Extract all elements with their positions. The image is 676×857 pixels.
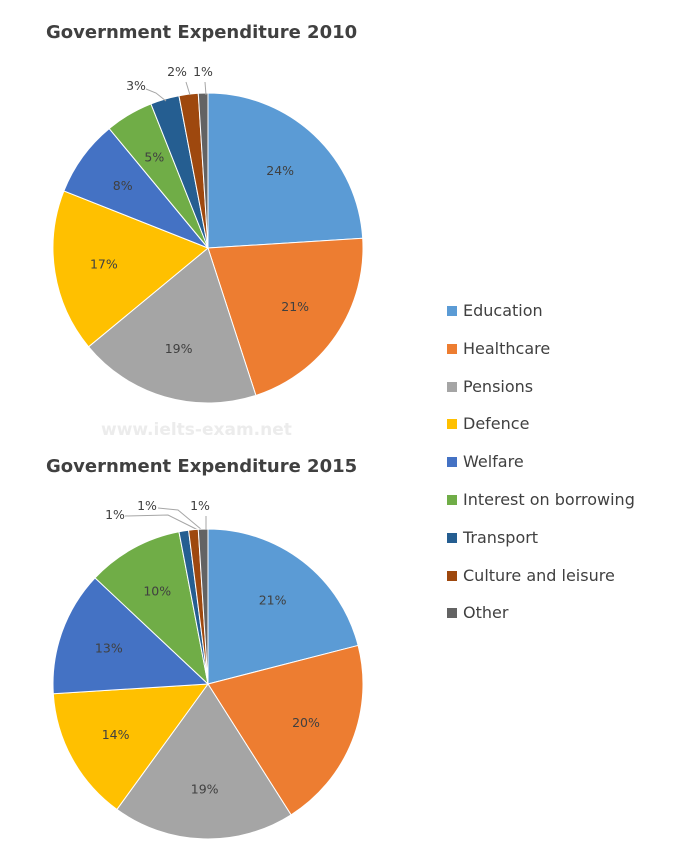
pie-chart-2015: 21% 20% 19% 14% 13% 10% 1% 1% 1% — [52, 498, 364, 840]
data-label-2010-welfare: 8% — [113, 178, 133, 193]
watermark-text: www.ielts-exam.net — [101, 420, 292, 440]
pie-slice-2010-healthcare — [207, 237, 364, 397]
legend-label-pensions: Pensions — [463, 376, 534, 396]
legend-label-interest-on-borrowing: Interest on borrowing — [463, 489, 635, 509]
data-label-2010-culture-and-leisure: 2% — [167, 64, 187, 79]
chart-title-2010: Government Expenditure 2010 — [46, 22, 358, 43]
data-label-2015-pensions: 19% — [191, 781, 219, 796]
legend-item-interest-on-borrowing: Interest on borrowing — [447, 489, 635, 527]
legend-swatch-pensions — [447, 381, 457, 392]
legend-swatch-other — [447, 608, 457, 619]
legend-item-education: Education — [447, 300, 635, 338]
pie-slice-2015-defence — [52, 683, 210, 811]
pie-slice-2010-pensions — [87, 247, 257, 404]
legend-label-education: Education — [463, 301, 543, 320]
data-label-2015-education: 21% — [259, 593, 287, 608]
legend-label-healthcare: Healthcare — [463, 338, 551, 358]
legend-item-healthcare: Healthcare — [447, 338, 635, 376]
legend-swatch-interest-on-borrowing — [447, 494, 457, 505]
legend-item-transport: Transport — [447, 527, 635, 565]
legend-label-transport: Transport — [463, 527, 539, 547]
data-label-2010-defence: 17% — [90, 256, 118, 271]
chart-title-2015: Government Expenditure 2015 — [46, 456, 358, 477]
pie-chart-2010: 24% 21% 19% 17% 8% 5% 3% 2% 1% — [52, 64, 364, 404]
legend-swatch-defence — [447, 419, 457, 430]
data-label-2010-healthcare: 21% — [281, 299, 309, 314]
data-label-2010-education: 24% — [266, 163, 294, 178]
pie-slice-2015-healthcare — [207, 644, 364, 816]
data-label-2015-defence: 14% — [102, 727, 130, 742]
pie-slice-2015-interest-on-borrowing — [94, 531, 209, 686]
legend-swatch-welfare — [447, 457, 457, 468]
pie-slice-2015-education — [207, 528, 359, 685]
data-label-2015-interest-on-borrowing: 10% — [143, 584, 171, 599]
data-label-2010-pensions: 19% — [165, 341, 193, 356]
legend-label-welfare: Welfare — [463, 452, 524, 472]
legend-swatch-culture-and-leisure — [447, 570, 457, 581]
data-label-2010-interest-on-borrowing: 5% — [144, 149, 164, 164]
legend-swatch-education — [447, 306, 457, 316]
legend-swatch-transport — [447, 532, 457, 543]
data-label-2015-other: 1% — [190, 498, 210, 513]
data-label-2015-transport: 1% — [105, 507, 125, 522]
leader-line-2010-transport — [145, 88, 167, 102]
leader-line-2015-transport — [124, 514, 199, 531]
leader-line-2010-other — [204, 81, 207, 96]
pie-slice-2015-pensions — [116, 683, 292, 840]
data-label-2010-other: 1% — [193, 64, 213, 79]
pie-slice-2010-education — [207, 92, 364, 249]
data-label-2015-culture-and-leisure: 1% — [137, 498, 157, 513]
legend-item-pensions: Pensions — [447, 376, 635, 414]
leader-line-2015-culture-and-leisure — [157, 507, 203, 531]
chart-legend: Education Healthcare Pensions Defence We… — [447, 300, 635, 640]
pie-slice-2015-welfare — [52, 577, 210, 695]
legend-item-defence: Defence — [447, 413, 635, 451]
pie-slice-2010-other — [197, 92, 209, 249]
legend-item-other: Other — [447, 602, 635, 640]
legend-label-culture-and-leisure: Culture and leisure — [463, 565, 615, 585]
data-label-2010-transport: 3% — [126, 78, 146, 93]
legend-label-defence: Defence — [463, 414, 530, 434]
legend-item-culture-and-leisure: Culture and leisure — [447, 565, 635, 603]
data-label-2015-healthcare: 20% — [292, 715, 320, 730]
legend-label-other: Other — [463, 603, 509, 623]
pie-slice-2010-defence — [52, 190, 209, 348]
leader-line-2010-culture-and-leisure — [185, 81, 191, 96]
legend-item-welfare: Welfare — [447, 451, 635, 489]
legend-swatch-healthcare — [447, 343, 457, 354]
pie-slice-2015-other — [197, 528, 209, 685]
data-label-2015-welfare: 13% — [95, 640, 123, 655]
